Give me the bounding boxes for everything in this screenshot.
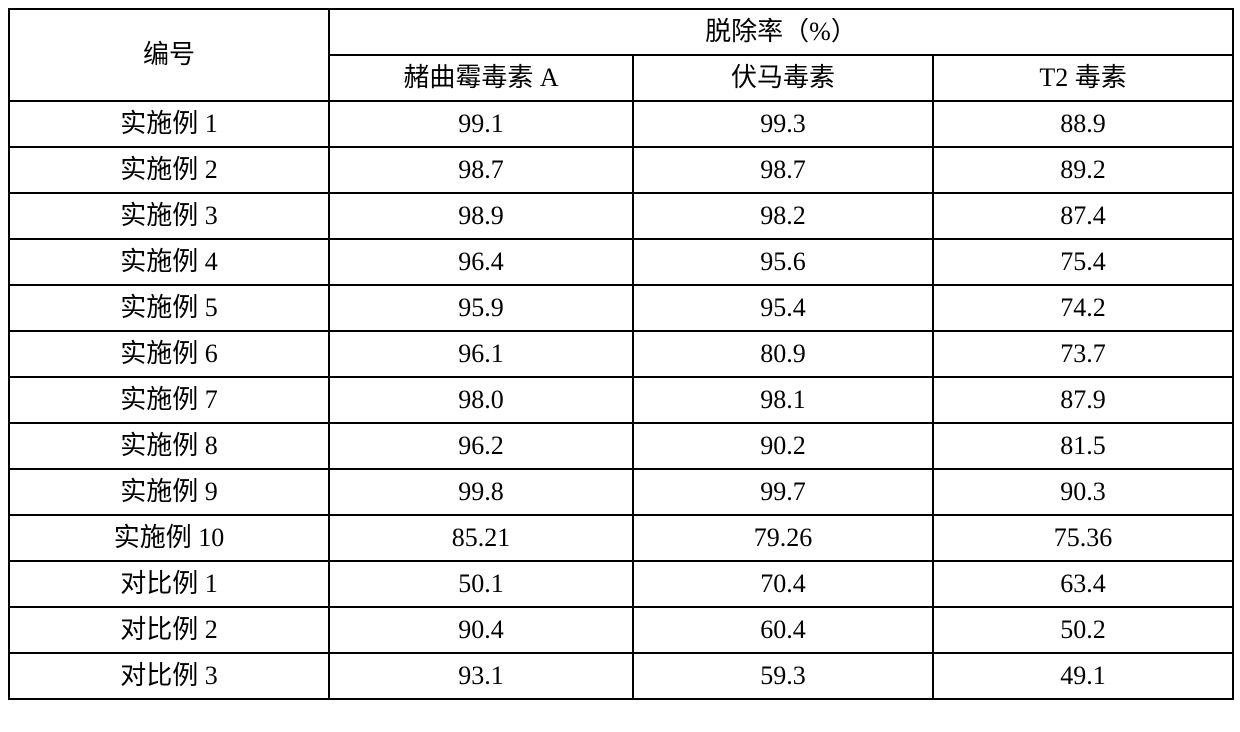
table-row: 对比例 1 50.1 70.4 63.4 bbox=[9, 561, 1233, 607]
cell-v3: 74.2 bbox=[933, 285, 1233, 331]
cell-v1: 93.1 bbox=[329, 653, 633, 699]
table-body: 实施例 1 99.1 99.3 88.9 实施例 2 98.7 98.7 89.… bbox=[9, 101, 1233, 699]
cell-v3: 75.4 bbox=[933, 239, 1233, 285]
row-label: 实施例 1 bbox=[9, 101, 329, 147]
table-row: 实施例 4 96.4 95.6 75.4 bbox=[9, 239, 1233, 285]
header-col-3: T2 毒素 bbox=[933, 55, 1233, 101]
table-container: 编号 脱除率（%） 赭曲霉毒素 A 伏马毒素 T2 毒素 实施例 1 99.1 … bbox=[0, 0, 1240, 700]
table-row: 实施例 6 96.1 80.9 73.7 bbox=[9, 331, 1233, 377]
cell-v2: 98.7 bbox=[633, 147, 933, 193]
cell-v3: 81.5 bbox=[933, 423, 1233, 469]
table-row: 实施例 2 98.7 98.7 89.2 bbox=[9, 147, 1233, 193]
table-row: 实施例 7 98.0 98.1 87.9 bbox=[9, 377, 1233, 423]
row-label: 对比例 2 bbox=[9, 607, 329, 653]
cell-v2: 99.7 bbox=[633, 469, 933, 515]
row-label: 实施例 3 bbox=[9, 193, 329, 239]
cell-v2: 95.4 bbox=[633, 285, 933, 331]
cell-v2: 79.26 bbox=[633, 515, 933, 561]
cell-v3: 63.4 bbox=[933, 561, 1233, 607]
cell-v3: 88.9 bbox=[933, 101, 1233, 147]
cell-v3: 49.1 bbox=[933, 653, 1233, 699]
cell-v1: 98.7 bbox=[329, 147, 633, 193]
table-row: 对比例 3 93.1 59.3 49.1 bbox=[9, 653, 1233, 699]
header-id: 编号 bbox=[9, 9, 329, 101]
table-row: 实施例 1 99.1 99.3 88.9 bbox=[9, 101, 1233, 147]
cell-v2: 98.1 bbox=[633, 377, 933, 423]
cell-v1: 90.4 bbox=[329, 607, 633, 653]
cell-v2: 98.2 bbox=[633, 193, 933, 239]
cell-v3: 50.2 bbox=[933, 607, 1233, 653]
header-span: 脱除率（%） bbox=[329, 9, 1233, 55]
header-col-2: 伏马毒素 bbox=[633, 55, 933, 101]
header-row-1: 编号 脱除率（%） bbox=[9, 9, 1233, 55]
cell-v1: 96.2 bbox=[329, 423, 633, 469]
cell-v2: 59.3 bbox=[633, 653, 933, 699]
cell-v1: 99.1 bbox=[329, 101, 633, 147]
row-label: 实施例 5 bbox=[9, 285, 329, 331]
cell-v1: 95.9 bbox=[329, 285, 633, 331]
cell-v1: 98.9 bbox=[329, 193, 633, 239]
table-row: 实施例 8 96.2 90.2 81.5 bbox=[9, 423, 1233, 469]
row-label: 实施例 9 bbox=[9, 469, 329, 515]
row-label: 对比例 3 bbox=[9, 653, 329, 699]
row-label: 对比例 1 bbox=[9, 561, 329, 607]
cell-v3: 75.36 bbox=[933, 515, 1233, 561]
row-label: 实施例 7 bbox=[9, 377, 329, 423]
cell-v2: 99.3 bbox=[633, 101, 933, 147]
cell-v3: 73.7 bbox=[933, 331, 1233, 377]
cell-v2: 60.4 bbox=[633, 607, 933, 653]
row-label: 实施例 10 bbox=[9, 515, 329, 561]
table-header: 编号 脱除率（%） 赭曲霉毒素 A 伏马毒素 T2 毒素 bbox=[9, 9, 1233, 101]
cell-v1: 99.8 bbox=[329, 469, 633, 515]
cell-v2: 70.4 bbox=[633, 561, 933, 607]
table-row: 实施例 10 85.21 79.26 75.36 bbox=[9, 515, 1233, 561]
table-row: 对比例 2 90.4 60.4 50.2 bbox=[9, 607, 1233, 653]
table-row: 实施例 3 98.9 98.2 87.4 bbox=[9, 193, 1233, 239]
header-col-1: 赭曲霉毒素 A bbox=[329, 55, 633, 101]
cell-v1: 85.21 bbox=[329, 515, 633, 561]
cell-v2: 95.6 bbox=[633, 239, 933, 285]
cell-v3: 90.3 bbox=[933, 469, 1233, 515]
row-label: 实施例 6 bbox=[9, 331, 329, 377]
cell-v3: 87.9 bbox=[933, 377, 1233, 423]
cell-v1: 98.0 bbox=[329, 377, 633, 423]
cell-v1: 96.4 bbox=[329, 239, 633, 285]
removal-rate-table: 编号 脱除率（%） 赭曲霉毒素 A 伏马毒素 T2 毒素 实施例 1 99.1 … bbox=[8, 8, 1234, 700]
cell-v1: 50.1 bbox=[329, 561, 633, 607]
row-label: 实施例 8 bbox=[9, 423, 329, 469]
cell-v3: 87.4 bbox=[933, 193, 1233, 239]
row-label: 实施例 2 bbox=[9, 147, 329, 193]
cell-v2: 90.2 bbox=[633, 423, 933, 469]
table-row: 实施例 5 95.9 95.4 74.2 bbox=[9, 285, 1233, 331]
table-row: 实施例 9 99.8 99.7 90.3 bbox=[9, 469, 1233, 515]
cell-v1: 96.1 bbox=[329, 331, 633, 377]
row-label: 实施例 4 bbox=[9, 239, 329, 285]
cell-v2: 80.9 bbox=[633, 331, 933, 377]
cell-v3: 89.2 bbox=[933, 147, 1233, 193]
